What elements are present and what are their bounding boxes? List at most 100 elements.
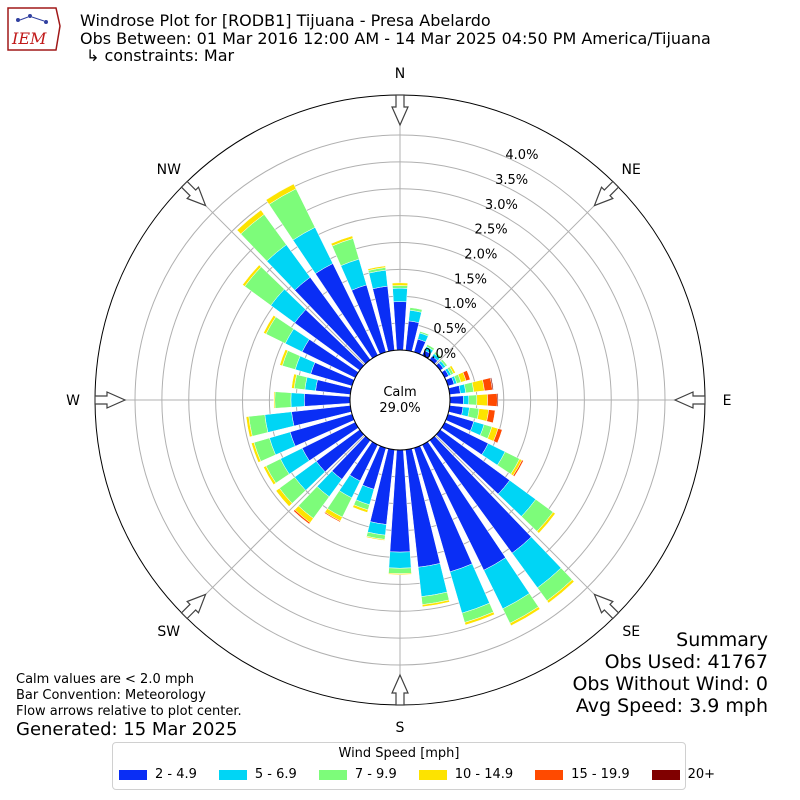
wedge-segment <box>392 287 408 303</box>
legend-swatch <box>535 769 564 780</box>
legend-label: 2 - 4.9 <box>155 767 197 782</box>
wedge-segment <box>263 465 277 485</box>
direction-label-n: N <box>395 66 405 82</box>
wedge-segment <box>275 487 293 507</box>
radial-tick-label: 1.5% <box>454 272 487 287</box>
wedge-segment <box>251 442 262 463</box>
wedge-segment <box>323 511 341 523</box>
flow-arrows-note: Flow arrows relative to plot center. <box>16 704 242 719</box>
wedge-segment <box>471 379 485 393</box>
wedge-segment <box>304 393 351 407</box>
wedge-segment <box>440 359 448 368</box>
wedge-segment <box>242 264 262 287</box>
legend-item: 15 - 19.9 <box>535 767 630 782</box>
wedge-segment <box>512 459 524 477</box>
radial-tick-label: 3.0% <box>485 198 518 213</box>
wedge-segment <box>293 509 311 525</box>
radial-tick-label: 3.5% <box>495 173 528 188</box>
legend-item: 7 - 9.9 <box>318 767 397 782</box>
flow-arrow-n <box>391 94 409 127</box>
legend-items: 2 - 4.9 5 - 6.9 7 - 9.9 10 - 14.9 15 - 19.9 2… <box>119 767 715 782</box>
wedge-segment <box>291 373 297 389</box>
generated-date: Generated: 15 Mar 2025 <box>16 719 238 740</box>
grid-spoke <box>435 435 617 617</box>
wedge-segment <box>388 551 412 569</box>
bar-convention-note: Bar Convention: Meteorology <box>16 688 206 703</box>
wedge-segment <box>391 282 409 287</box>
wedge-segment <box>463 395 470 405</box>
legend-item: 5 - 6.9 <box>218 767 297 782</box>
wedge-segment <box>264 411 295 433</box>
legend-label: 15 - 19.9 <box>571 767 630 782</box>
wedge-segment <box>421 599 450 608</box>
legend-label: 7 - 9.9 <box>354 767 397 782</box>
wedge-segment <box>236 209 265 235</box>
calm-value: 29.0% <box>379 401 420 416</box>
legend-swatch <box>418 769 447 780</box>
wedge-segment <box>426 344 435 351</box>
flow-arrow-nw <box>180 180 207 207</box>
wedge-segment <box>449 395 464 405</box>
flow-arrow-e <box>673 391 706 409</box>
iem-logo: IEM <box>7 7 61 51</box>
wedge-segment <box>509 606 541 627</box>
wedge-segment <box>279 349 289 367</box>
direction-label-se: SE <box>622 624 640 640</box>
wedge-segment <box>464 611 495 626</box>
wedge-segment <box>496 393 499 407</box>
wedge-segment <box>417 563 448 597</box>
wedge-segment <box>487 393 498 407</box>
flow-arrow-s <box>391 673 409 706</box>
legend-swatch <box>119 769 147 780</box>
direction-label-s: S <box>396 720 405 736</box>
wedge-segment <box>245 416 253 438</box>
legend-label: 20+ <box>687 767 716 782</box>
legend-item: 2 - 4.9 <box>119 767 197 782</box>
svg-text:IEM: IEM <box>11 29 47 48</box>
wedge-segment <box>476 393 488 407</box>
wedge-segment <box>449 365 456 374</box>
radial-tick-label: 1.0% <box>444 297 477 312</box>
wedge-segment <box>263 315 277 335</box>
flow-arrow-se <box>593 593 620 620</box>
wedge-segment <box>546 579 575 604</box>
grid-spoke <box>183 435 365 617</box>
chart-subtitle-period: Obs Between: 01 Mar 2016 12:00 AM - 14 M… <box>80 29 711 48</box>
wedge-segment <box>448 405 464 416</box>
wedge-segment <box>290 392 305 408</box>
wedge-segment <box>493 428 503 444</box>
legend-swatch <box>218 769 247 780</box>
wedge-segment <box>462 370 471 382</box>
wedge-segment <box>367 265 386 271</box>
wedge-segment <box>536 511 556 534</box>
summary-obs-without-wind: Obs Without Wind: 0 <box>572 673 768 695</box>
direction-label-sw: SW <box>157 624 180 640</box>
wedge-segment <box>392 285 408 289</box>
calm-circle <box>349 349 451 451</box>
wedge-segment <box>448 385 461 395</box>
wedge-segment <box>486 409 496 424</box>
flow-arrow-ne <box>593 180 620 207</box>
wedge-segment <box>468 394 478 406</box>
legend-swatch <box>318 769 347 780</box>
legend-label: 10 - 14.9 <box>454 767 514 782</box>
direction-label-nw: NW <box>157 162 181 178</box>
grid-spoke <box>183 183 365 365</box>
wedge-segment <box>274 391 292 409</box>
calm-note: Calm values are < 2.0 mph <box>16 672 195 687</box>
legend-item: 20+ <box>651 767 716 782</box>
wedge-segment <box>265 183 297 205</box>
legend-label: 5 - 6.9 <box>254 767 297 782</box>
wedge-segment <box>490 377 494 391</box>
radial-tick-label: 4.0% <box>505 148 538 163</box>
wedge-segment <box>393 301 407 351</box>
direction-label-ne: NE <box>622 162 641 178</box>
direction-label-w: W <box>66 393 80 409</box>
legend-swatch <box>651 769 680 780</box>
wedge-segment <box>368 269 388 290</box>
wedge-segment <box>409 307 423 313</box>
radial-tick-label: 0.5% <box>433 322 466 337</box>
wedge-segment <box>365 535 386 541</box>
wedge-segment <box>273 391 276 409</box>
